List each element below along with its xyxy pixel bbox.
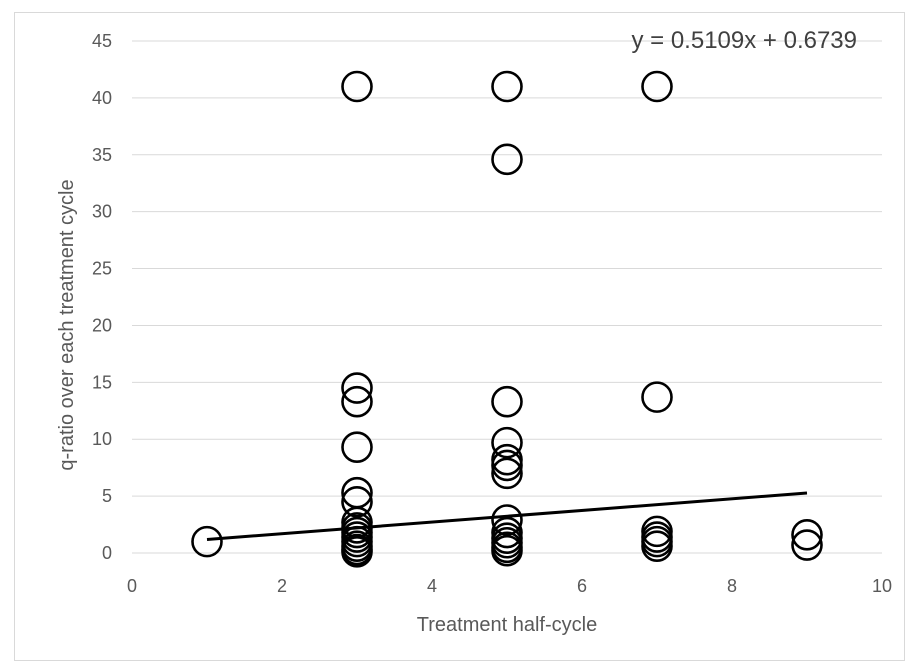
data-point [491,504,523,536]
y-tick-label: 40 [92,88,112,108]
y-tick-label: 5 [102,486,112,506]
trendline-equation: y = 0.5109x + 0.6739 [631,27,857,54]
data-point [491,70,523,103]
y-tick-label: 30 [92,202,112,222]
data-point [641,530,673,562]
data-point [341,372,373,404]
data-point [341,385,373,418]
x-tick-label: 2 [277,576,287,596]
y-tick-label: 25 [92,259,112,279]
x-tick-labels: 0 2 4 6 8 10 [127,576,892,596]
data-point [341,431,373,463]
y-tick-label: 35 [92,145,112,165]
data-point [491,457,523,490]
x-tick-label: 10 [872,576,892,596]
data-point [341,485,373,518]
data-point [641,70,673,103]
x-axis-title: Treatment half-cycle [417,614,597,636]
y-tick-label: 10 [92,429,112,449]
y-tick-label: 15 [92,372,112,392]
data-point [641,381,673,413]
data-point [191,525,223,558]
x-tick-label: 4 [427,576,437,596]
trendline [206,491,808,542]
y-tick-label: 0 [102,543,112,563]
data-point [491,385,523,418]
y-tick-labels: 0 5 10 15 20 25 30 35 40 45 [92,31,112,563]
data-point [791,529,823,561]
y-axis-title: q-ratio over each treatment cycle [56,179,78,470]
x-tick-label: 6 [577,576,587,596]
x-tick-label: 0 [127,576,137,596]
data-point [491,534,523,567]
data-point [491,426,523,459]
y-tick-label: 20 [92,315,112,335]
trendline-group [206,491,808,542]
data-point [491,143,523,176]
data-point [791,518,823,551]
data-point [341,70,373,103]
gridlines [132,40,882,554]
data-point [491,449,523,482]
data-points [191,70,823,568]
data-point [341,536,373,568]
y-tick-label: 45 [92,31,112,51]
x-tick-label: 8 [727,576,737,596]
